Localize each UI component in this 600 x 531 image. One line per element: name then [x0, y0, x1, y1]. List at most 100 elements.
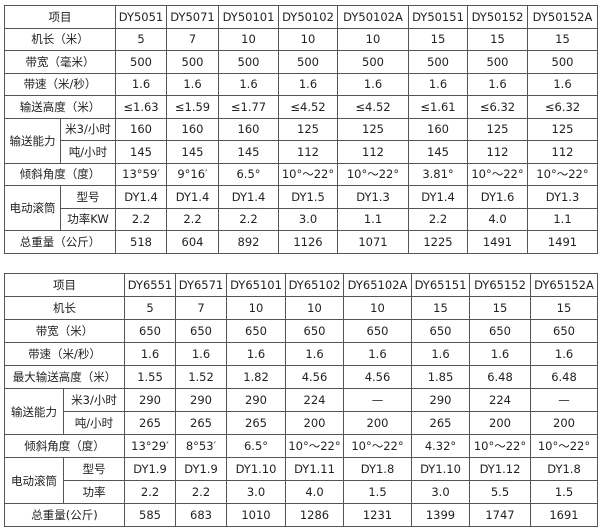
- value-cell: DY1.5: [278, 185, 338, 209]
- row-label: 功率KW: [60, 207, 116, 231]
- value-cell: 145: [115, 140, 167, 164]
- table-row: 机长 5 7 10 10 10 15 15 15: [4, 296, 598, 320]
- value-cell: 10°～22°: [469, 434, 531, 458]
- model-header: DY65102A: [343, 273, 412, 297]
- value-cell: ≤1.61: [408, 95, 468, 119]
- value-cell: 5: [124, 296, 176, 320]
- row-group-label: 输送能力: [4, 388, 64, 435]
- value-cell: 1.6: [218, 72, 279, 96]
- value-cell: 10: [218, 27, 279, 51]
- value-cell: ≤1.63: [115, 95, 167, 119]
- value-cell: 290: [124, 388, 176, 412]
- value-cell: 200: [530, 411, 598, 435]
- row-label: 米3/小时: [60, 117, 116, 141]
- value-cell: 6.5°: [218, 162, 279, 186]
- value-cell: 1010: [226, 503, 286, 527]
- value-cell: DY1.9: [175, 457, 227, 481]
- value-cell: 1.82: [226, 365, 286, 389]
- value-cell: 112: [278, 140, 338, 164]
- value-cell: 500: [115, 50, 167, 74]
- value-cell: 1126: [278, 230, 338, 254]
- table-row: 带速（米/秒） 1.6 1.6 1.6 1.6 1.6 1.6 1.6 1.6: [4, 342, 598, 366]
- model-header: DY6551: [124, 273, 176, 297]
- table-row: 功率KW 2.2 2.2 2.2 3.0 1.1 2.2 4.0 1.1: [5, 207, 598, 231]
- spec-table-500: 项目 DY5051 DY5071 DY50101 DY50102 DY50102A DY50…: [4, 5, 598, 254]
- value-cell: 290: [226, 388, 286, 412]
- value-cell: 500: [337, 50, 409, 74]
- value-cell: DY1.9: [124, 457, 176, 481]
- value-cell: 15: [469, 296, 531, 320]
- value-cell: 650: [226, 319, 286, 343]
- value-cell: 1.6: [343, 342, 412, 366]
- value-cell: 125: [278, 117, 338, 141]
- value-cell: 160: [115, 117, 167, 141]
- value-cell: 2.2: [124, 480, 176, 504]
- value-cell: 112: [527, 140, 598, 164]
- value-cell: 1491: [467, 230, 528, 254]
- value-cell: 10: [278, 27, 338, 51]
- row-group-label: 电动滚筒: [4, 457, 64, 504]
- table-row: 吨/小时 145 145 145 112 112 145 112 112: [5, 140, 598, 164]
- value-cell: 2.2: [218, 207, 279, 231]
- row-label: 机长: [4, 296, 125, 320]
- value-cell: 1747: [469, 503, 531, 527]
- value-cell: 1.6: [278, 72, 338, 96]
- value-cell: 290: [175, 388, 227, 412]
- model-header: DY6571: [175, 273, 227, 297]
- row-label: 吨/小时: [60, 140, 116, 164]
- row-label: 带宽（毫米）: [4, 50, 116, 74]
- value-cell: 1.6: [530, 342, 598, 366]
- value-cell: 1399: [411, 503, 470, 527]
- model-header: DY50102A: [337, 5, 409, 29]
- value-cell: 200: [469, 411, 531, 435]
- value-cell: 892: [218, 230, 279, 254]
- row-label: 总重量（公斤）: [4, 230, 116, 254]
- model-header: DY5051: [115, 5, 167, 29]
- table-row: 电动滚筒 型号 DY1.9 DY1.9 DY1.10 DY1.11 DY1.8 DY1.10 D…: [4, 457, 598, 504]
- value-cell: 1691: [530, 503, 598, 527]
- value-cell: 160: [166, 117, 219, 141]
- value-cell: ≤4.52: [278, 95, 338, 119]
- value-cell: 224: [469, 388, 531, 412]
- row-label: 输送高度（米）: [4, 95, 116, 119]
- value-cell: 4.32°: [411, 434, 470, 458]
- value-cell: 500: [278, 50, 338, 74]
- value-cell: 683: [175, 503, 227, 527]
- value-cell: 10: [226, 296, 286, 320]
- value-cell: 1.6: [226, 342, 286, 366]
- value-cell: 265: [124, 411, 176, 435]
- value-cell: 500: [408, 50, 468, 74]
- value-cell: DY1.4: [408, 185, 468, 209]
- value-cell: DY1.10: [411, 457, 470, 481]
- value-cell: 10: [285, 296, 344, 320]
- value-cell: 9°16′: [166, 162, 219, 186]
- table-row: 倾斜角度（度） 13°29′ 8°53′ 6.5° 10°～22° 10°～22° 4.32…: [4, 434, 598, 458]
- row-group-label: 电动滚筒: [4, 185, 61, 231]
- model-header: DY50151: [408, 5, 468, 29]
- table-row: 输送能力 米3/小时 160 160 160 125 125 160 125 125: [4, 117, 598, 164]
- model-header: DY50102: [278, 5, 338, 29]
- value-cell: 3.81°: [408, 162, 468, 186]
- value-cell: 1.1: [527, 207, 598, 231]
- value-cell: 1.52: [175, 365, 227, 389]
- value-cell: 650: [175, 319, 227, 343]
- table-row: 带宽（米） 650 650 650 650 650 650 650 650: [4, 319, 598, 343]
- value-cell: —: [343, 388, 412, 412]
- value-cell: 200: [285, 411, 344, 435]
- value-cell: DY1.3: [337, 185, 409, 209]
- table-row: 带宽（毫米） 500 500 500 500 500 500 500 500: [4, 50, 598, 74]
- row-label: 倾斜角度（度）: [4, 162, 116, 186]
- value-cell: 10: [337, 27, 409, 51]
- value-cell: 2.2: [408, 207, 468, 231]
- value-cell: 10°～22°: [527, 162, 598, 186]
- value-cell: 125: [337, 117, 409, 141]
- value-cell: ≤1.59: [166, 95, 219, 119]
- value-cell: 1.6: [469, 342, 531, 366]
- row-label: 带宽（米）: [4, 319, 125, 343]
- table-row: 输送高度（米） ≤1.63 ≤1.59 ≤1.77 ≤4.52 ≤4.52 ≤1.61 ≤6.…: [4, 95, 598, 119]
- value-cell: 200: [343, 411, 412, 435]
- value-cell: 500: [527, 50, 598, 74]
- value-cell: 6.48: [469, 365, 531, 389]
- value-cell: 4.56: [343, 365, 412, 389]
- value-cell: 4.56: [285, 365, 344, 389]
